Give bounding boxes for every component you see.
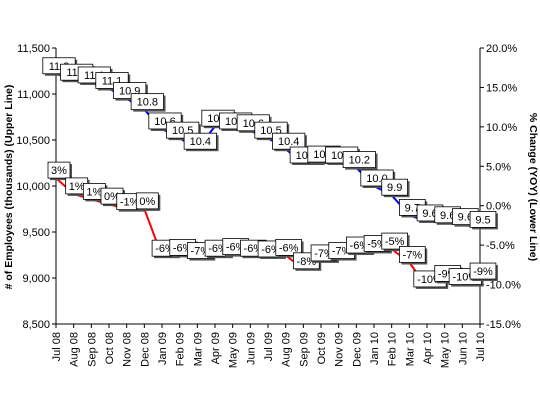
x-tick-label: Jul 09 <box>263 332 275 361</box>
employees-label: 10.2 <box>342 151 378 170</box>
x-tick-label: Feb 10 <box>387 332 399 366</box>
label-text: 9.5 <box>475 214 490 226</box>
x-tick-label: May 09 <box>228 332 240 368</box>
label-text: 9.6 <box>422 208 437 220</box>
label-text: 10.2 <box>349 155 370 167</box>
y-left-tick-label: 11,000 <box>17 89 50 101</box>
x-tick-label: Nov 08 <box>122 332 134 367</box>
y-axis-left-title: # of Employees (thousands) (Upper Line) <box>3 85 15 290</box>
label-text: -5% <box>385 236 405 248</box>
x-tick-label: Feb 09 <box>175 332 187 366</box>
y-right-tick-label: 10.0% <box>486 122 517 134</box>
label-box <box>183 132 217 150</box>
x-tick-label: Mar 09 <box>192 332 204 366</box>
x-tick-label: Dec 08 <box>139 332 151 367</box>
label-text: -6% <box>279 242 299 254</box>
label-box <box>381 232 408 250</box>
x-tick-label: Apr 10 <box>422 332 434 364</box>
label-box <box>47 161 71 179</box>
label-text: 10.4 <box>278 136 299 148</box>
y-right-tick-label: 5.0% <box>486 161 511 173</box>
x-tick-label: Jul 10 <box>475 332 487 361</box>
x-tick-label: Sep 08 <box>86 332 98 367</box>
employees-label: 10.8 <box>130 93 166 112</box>
label-box <box>399 246 426 263</box>
label-text: 9.6 <box>440 210 455 222</box>
y-right-tick-label: 0.0% <box>486 201 511 213</box>
y-left-tick-label: 10,500 <box>16 135 50 147</box>
label-text: -1% <box>120 197 140 209</box>
x-tick-label: Nov 09 <box>334 332 346 367</box>
pct-change-label: -7% <box>399 246 428 265</box>
employees-label: 10.4 <box>183 132 219 152</box>
x-tick-label: Aug 09 <box>281 332 293 367</box>
chart-axes: 8,500 9,000 9,500 10,000 10,500 11,000 11,500 -… <box>16 43 521 368</box>
label-box <box>469 262 497 280</box>
y-right-tick-label: 20.0% <box>486 43 517 55</box>
label-text: 0% <box>139 196 155 208</box>
x-tick-label: Oct 09 <box>316 332 328 364</box>
label-text: 3% <box>51 165 67 177</box>
label-box <box>342 151 376 169</box>
label-text: 9.6 <box>458 212 473 224</box>
pct-change-label: 1% <box>65 177 90 196</box>
label-box <box>469 210 497 228</box>
label-text: 1% <box>69 181 85 193</box>
y-left-tick-label: 8,500 <box>22 319 50 331</box>
label-text: 10.8 <box>137 97 158 109</box>
y-left-tick-label: 9,000 <box>22 273 50 285</box>
label-box <box>275 238 302 256</box>
x-tick-label: Jul 08 <box>51 332 63 361</box>
x-tick-label: Jan 10 <box>369 332 381 365</box>
label-text: -7% <box>403 249 423 261</box>
pct-change-label: -9% <box>469 262 498 282</box>
label-box <box>130 93 164 111</box>
pct-change-label: 0% <box>135 192 161 211</box>
x-tick-label: Jan 09 <box>157 332 169 365</box>
y-right-tick-label: -5.0% <box>486 240 515 252</box>
x-tick-label: May 10 <box>440 332 452 368</box>
x-tick-label: Jun 10 <box>457 332 469 365</box>
y-right-tick-label: -15.0% <box>486 319 521 331</box>
x-tick-label: Sep 09 <box>298 332 310 367</box>
y-right-tick-label: -10.0% <box>486 280 521 292</box>
label-box <box>381 178 408 196</box>
x-tick-label: Oct 08 <box>104 332 116 364</box>
employees-label: 9.9 <box>381 178 410 198</box>
label-box <box>135 192 159 210</box>
label-text: 1% <box>86 186 102 198</box>
label-text: 0% <box>104 191 120 203</box>
x-tick-label: Mar 10 <box>404 332 416 366</box>
x-tick-label: Dec 09 <box>351 332 363 367</box>
y-left-tick-label: 9,500 <box>22 227 50 239</box>
y-right-tick-label: 15.0% <box>486 82 517 94</box>
x-tick-label: Jun 09 <box>245 332 257 365</box>
x-tick-label: Apr 09 <box>210 332 222 364</box>
label-text: 10.4 <box>190 136 211 148</box>
pct-change-label: 3% <box>47 161 72 181</box>
label-text: -9% <box>473 266 493 278</box>
y-axis-right-title: % Change (YOY) (Lower Line) <box>527 113 539 261</box>
employees-label: 9.5 <box>469 210 498 230</box>
y-left-tick-label: 11,500 <box>17 43 50 55</box>
label-text: 9.7 <box>405 202 420 214</box>
label-box <box>272 132 306 150</box>
x-tick-label: Aug 08 <box>69 332 81 367</box>
data-labels: 11.211.111.111.110.910.810.610.510.410.7… <box>42 57 498 289</box>
label-text: 9.9 <box>387 182 402 194</box>
y-left-tick-label: 10,000 <box>16 181 50 193</box>
